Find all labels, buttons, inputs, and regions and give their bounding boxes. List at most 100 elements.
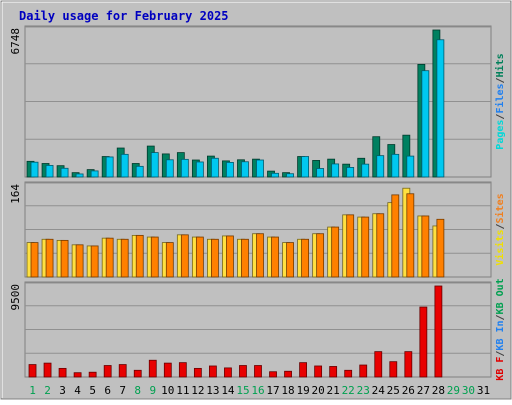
bar-visits-sites-day-9 <box>150 236 159 278</box>
bar-visits-sites-day-24 <box>376 213 385 278</box>
chart-title: Daily usage for February 2025 <box>19 9 229 23</box>
bar-visits-sites-day-14 <box>226 235 234 278</box>
bar-visits-sites-day-13 <box>210 238 219 278</box>
legend-entry: Hits <box>494 53 506 77</box>
bar-visits-sites-day-17 <box>271 236 279 278</box>
bar-hits-files-day-25 <box>391 153 400 178</box>
panel-visits-ymax-label: 164 <box>9 184 22 204</box>
legend-entry: Files <box>494 83 506 113</box>
x-axis: 1 2 3 4 5 6 7 8 9 10 11 12 13 14 15 16 17 18 19 20 21 22 23 24 2… <box>29 384 490 397</box>
bar-hits-files-day-4 <box>75 173 84 178</box>
bar-hits-files-day-2 <box>45 165 54 178</box>
bar-visits-sites-day-19 <box>301 238 310 278</box>
x-tick-label: 21 <box>327 384 340 397</box>
bar-kbytes-kb-f-day-18 <box>284 370 292 378</box>
bar-kbytes-kb-f-day-16 <box>254 365 262 378</box>
bar-hits-files-day-10 <box>165 159 174 178</box>
bar-hits-files-day-26 <box>406 155 415 178</box>
bar-visits-sites-day-16 <box>256 233 264 278</box>
x-tick-label: 26 <box>402 384 415 397</box>
panel-kbytes-ymax-label: 9500 <box>9 284 22 311</box>
x-tick-label: 24 <box>372 384 386 397</box>
bar-visits-sites-day-28 <box>436 218 445 278</box>
bar-kbytes-kb-f-day-12 <box>193 367 202 378</box>
x-tick-label: 15 <box>236 384 249 397</box>
bar-visits-sites-day-6 <box>105 237 114 278</box>
x-tick-label: 23 <box>357 384 370 397</box>
bar-hits-files-day-12 <box>195 161 204 178</box>
bar-kbytes-kb-f-day-22 <box>344 369 353 378</box>
bar-hits-files-day-20 <box>316 168 325 178</box>
legend-entry: KB F <box>495 357 506 381</box>
bar-hits-files-day-13 <box>210 157 219 178</box>
bar-kbytes-kb-f-day-2 <box>43 362 52 378</box>
bar-kbytes-kb-f-day-25 <box>389 361 398 378</box>
bar-kbytes-kb-f-day-15 <box>239 365 247 378</box>
x-tick-label: 6 <box>104 384 111 397</box>
bar-hits-files-day-15 <box>241 161 249 178</box>
bar-kbytes-kb-f-day-19 <box>299 362 308 378</box>
x-tick-label: 20 <box>312 384 325 397</box>
bar-kbytes-kb-f-day-1 <box>28 364 37 378</box>
bar-kbytes-kb-f-day-4 <box>73 372 82 378</box>
x-tick-label: 5 <box>89 384 96 397</box>
x-tick-label: 1 <box>29 384 36 397</box>
x-tick-label: 14 <box>221 384 235 397</box>
bar-kbytes-kb-f-day-23 <box>359 364 368 378</box>
bar-kbytes-kb-f-day-21 <box>329 366 338 378</box>
bar-visits-sites-day-10 <box>165 242 174 278</box>
bar-hits-files-day-7 <box>120 153 129 178</box>
bar-hits-files-day-6 <box>105 156 114 178</box>
bar-kbytes-kb-f-day-10 <box>163 362 172 378</box>
bar-visits-sites-day-3 <box>60 239 69 278</box>
panel-kbytes-legend: KB F/KB In/KB Out <box>495 278 506 380</box>
bar-kbytes-kb-f-day-27 <box>419 306 428 378</box>
bar-kbytes-kb-f-day-8 <box>133 369 142 378</box>
legend-entry: Pages <box>495 120 506 150</box>
bar-hits-files-day-16 <box>256 159 264 178</box>
bar-kbytes-kb-f-day-5 <box>88 371 97 378</box>
x-tick-label: 12 <box>191 384 204 397</box>
bar-visits-sites-day-12 <box>195 236 204 278</box>
bar-visits-sites-day-8 <box>135 234 144 278</box>
x-tick-label: 11 <box>176 384 189 397</box>
bar-hits-files-day-23 <box>361 163 370 178</box>
bar-visits-sites-day-22 <box>346 214 355 278</box>
bar-hits-files-day-21 <box>331 163 340 178</box>
bar-kbytes-kb-f-day-17 <box>269 371 277 378</box>
bar-visits-sites-day-1 <box>30 242 39 278</box>
bar-kbytes-kb-f-day-6 <box>103 365 112 378</box>
x-tick-label: 10 <box>161 384 174 397</box>
bar-hits-files-day-28 <box>436 39 445 178</box>
bar-hits-files-day-5 <box>90 170 99 178</box>
x-tick-label: 8 <box>134 384 141 397</box>
bar-visits-sites-day-25 <box>391 194 400 278</box>
bar-visits-sites-day-2 <box>45 238 54 278</box>
bar-hits-files-day-27 <box>421 70 430 178</box>
bar-kbytes-kb-f-day-11 <box>178 362 187 378</box>
bar-visits-sites-day-5 <box>90 245 99 278</box>
x-tick-label: 19 <box>296 384 309 397</box>
bar-hits-files-day-11 <box>180 158 189 178</box>
bar-visits-sites-day-23 <box>361 216 370 278</box>
legend-entry: / <box>495 351 506 357</box>
legend-entry: Sites <box>494 193 506 223</box>
bar-hits-files-day-1 <box>30 161 39 178</box>
legend-entry: / <box>495 114 506 120</box>
bar-visits-sites-day-7 <box>120 238 129 278</box>
x-tick-label: 17 <box>266 384 279 397</box>
legend-entry: KB Out <box>495 278 506 314</box>
bar-hits-files-day-8 <box>135 165 144 178</box>
legend-entry: / <box>495 77 506 83</box>
bar-visits-sites-day-4 <box>75 244 84 278</box>
bar-visits-sites-day-20 <box>316 233 325 278</box>
legend-entry: Visits <box>494 230 506 266</box>
bar-kbytes-kb-f-day-13 <box>208 365 217 378</box>
bar-hits-files-day-24 <box>376 155 385 178</box>
x-tick-label: 31 <box>477 384 490 397</box>
